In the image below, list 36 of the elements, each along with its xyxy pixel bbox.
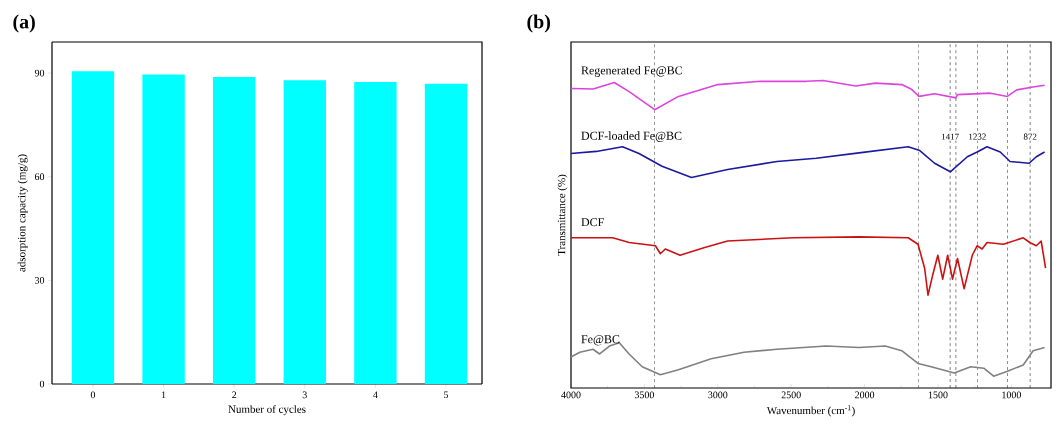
bar [283, 80, 326, 384]
x-tick-label: 0 [90, 391, 96, 399]
x-tick-label: 1 [161, 391, 166, 399]
x-axis-title: Number of cycles [228, 405, 306, 416]
x-tick-label: 4 [373, 391, 378, 399]
series-label: DCF [581, 218, 604, 227]
x-tick-label: 4000 [561, 391, 581, 399]
ref-line-label: 1417 [941, 133, 959, 140]
ref-line-label: 872 [1023, 133, 1037, 140]
bar [424, 83, 468, 384]
series-label: Fe@BC [581, 335, 620, 346]
x-axis-title: Wavenumber (cm$^{-1}$) [766, 405, 855, 417]
y-tick-label: 0 [39, 380, 45, 388]
ref-line-label: 1232 [969, 133, 986, 140]
x-tick-label: 3500 [634, 391, 654, 399]
x-tick-label: 1500 [928, 391, 948, 399]
x-tick-label: 2 [232, 391, 237, 399]
y-axis-title: adsorption capacity (mg/g) [17, 154, 28, 272]
y-tick-label: 30 [35, 277, 45, 284]
y-axis-title: Transmittance (%) [557, 174, 568, 256]
chart-title: (a) [13, 14, 35, 33]
series-label: Regenerated Fe@BC [581, 66, 682, 77]
x-tick-label: 3 [302, 391, 307, 399]
y-tick-label: 90 [34, 69, 45, 77]
x-tick-label: 5 [444, 391, 449, 399]
x-tick-label: 2000 [855, 391, 875, 399]
bar [142, 74, 185, 384]
y-tick-label: 60 [34, 173, 45, 181]
series-label: DCF-loaded Fe@BC [581, 131, 682, 142]
x-tick-label: 2500 [781, 391, 801, 399]
bar [212, 76, 256, 384]
x-tick-label: 3000 [708, 391, 728, 399]
bar [354, 82, 397, 384]
chart-title: (b) [527, 14, 550, 33]
x-tick-label: 1000 [1002, 391, 1021, 399]
bar [71, 71, 115, 384]
